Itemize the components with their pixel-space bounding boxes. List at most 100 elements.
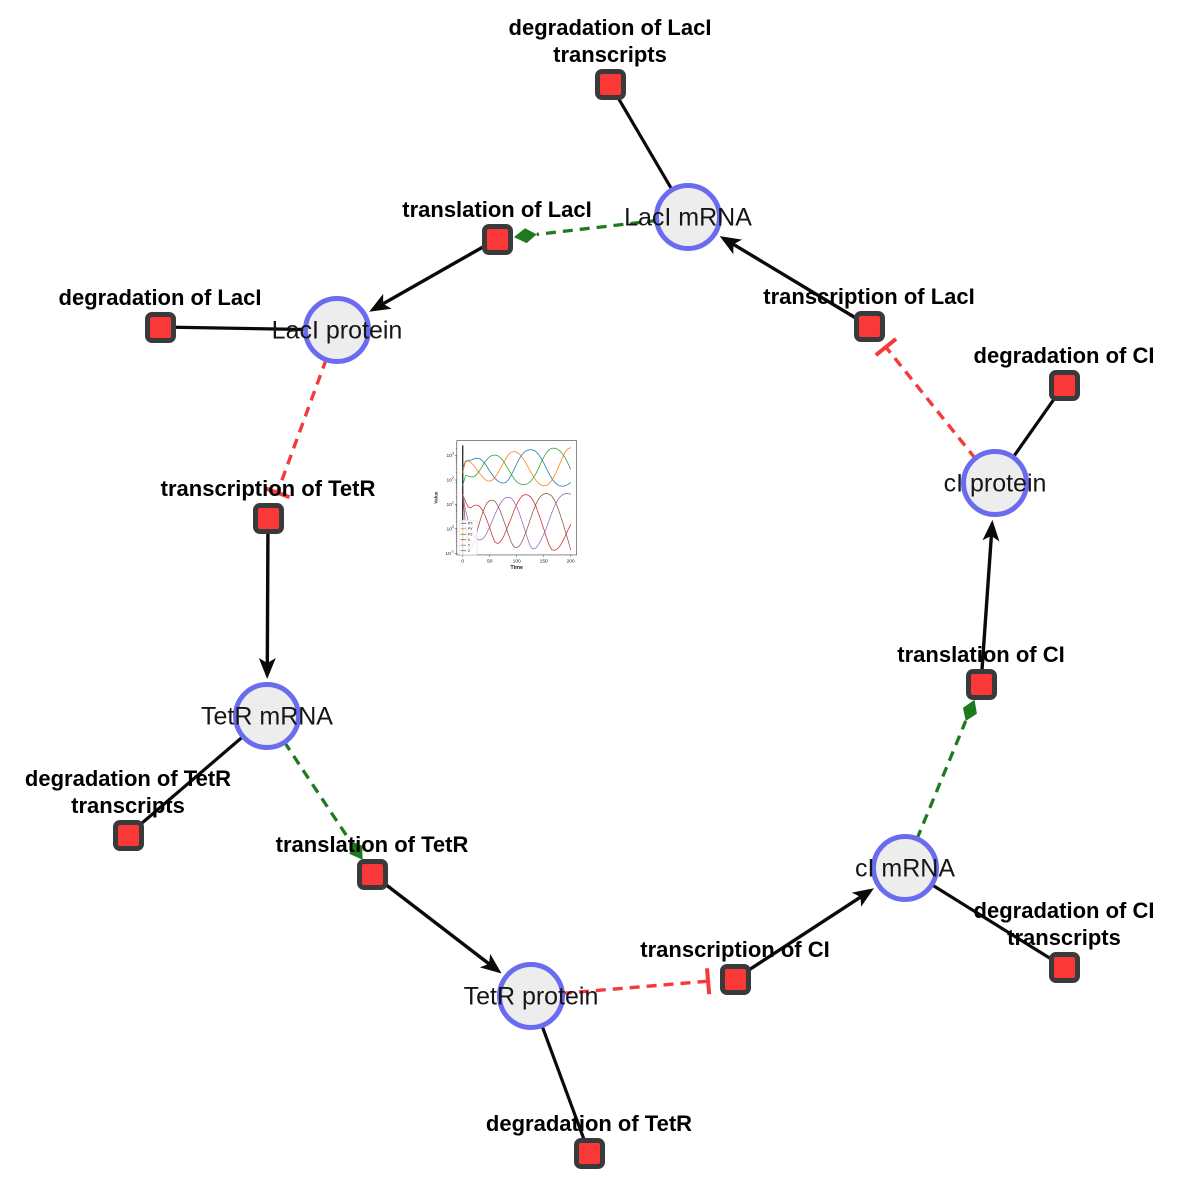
reaction-node-transcription-tetr bbox=[252, 502, 284, 534]
species-node-tetr-mrna bbox=[233, 682, 301, 750]
legend-label-Z: Z bbox=[468, 549, 471, 553]
reaction-label-line: degradation of CI bbox=[973, 898, 1155, 923]
reaction-label-line: transcription of TetR bbox=[160, 476, 376, 501]
reaction-label-transcription-tetr: transcription of TetR bbox=[161, 475, 376, 502]
reaction-node-deg-tetr-transcripts bbox=[112, 819, 144, 851]
species-label-laci-protein: LacI protein bbox=[271, 316, 403, 345]
reaction-label-line: transcripts bbox=[1007, 925, 1121, 950]
arrowhead bbox=[719, 236, 743, 255]
reaction-label-line: degradation of TetR bbox=[24, 766, 232, 791]
x-tick-label: 200 bbox=[567, 559, 575, 565]
legend-label-PZ: PZ bbox=[468, 533, 473, 537]
legend-label-PX: PX bbox=[468, 522, 473, 526]
reaction-label-deg-ci: degradation of CI bbox=[974, 342, 1155, 369]
series-PY-line bbox=[462, 447, 572, 487]
reaction-node-deg-ci-transcripts bbox=[1048, 951, 1080, 983]
reaction-node-deg-laci-transcripts bbox=[594, 68, 626, 100]
reaction-label-translation-tetr: translation of TetR bbox=[276, 831, 469, 858]
edge-modifier-laci-mrna-translation-laci bbox=[536, 218, 658, 237]
reaction-node-translation-tetr bbox=[356, 858, 388, 890]
edge-modifier-tetr-mrna-translation-tetr bbox=[282, 740, 352, 842]
legend-label-PY: PY bbox=[468, 527, 473, 531]
reaction-label-line: transcripts bbox=[553, 42, 667, 67]
modifier-diamond bbox=[349, 840, 363, 860]
x-tick-label: 0 bbox=[461, 559, 464, 565]
reaction-node-transcription-laci bbox=[853, 310, 885, 342]
y-tick-label: 101 bbox=[447, 501, 454, 509]
edge-inhibition-ci-protein-transcription-laci bbox=[884, 346, 977, 460]
x-tick-label: 100 bbox=[513, 559, 521, 565]
reaction-label-deg-ci-transcripts: degradation of CI transcripts bbox=[974, 897, 1155, 951]
reaction-node-transcription-ci bbox=[719, 963, 751, 995]
reaction-label-transcription-laci: transcription of LacI bbox=[763, 283, 974, 310]
species-label-tetr-protein: TetR protein bbox=[463, 982, 599, 1011]
reaction-label-line: translation of LacI bbox=[402, 197, 592, 222]
reaction-node-deg-ci bbox=[1048, 369, 1080, 401]
reaction-node-deg-tetr bbox=[573, 1137, 605, 1169]
arrowhead bbox=[258, 658, 276, 679]
reaction-label-line: degradation of CI bbox=[973, 343, 1155, 368]
species-node-ci-protein bbox=[961, 449, 1029, 517]
reaction-label-translation-laci: translation of LacI bbox=[402, 196, 591, 223]
arrowhead bbox=[851, 888, 874, 907]
reaction-label-line: transcription of CI bbox=[640, 937, 830, 962]
inhibition-tbar bbox=[874, 337, 898, 357]
arrowhead bbox=[479, 953, 502, 974]
reaction-node-deg-laci bbox=[144, 311, 176, 343]
arrowhead bbox=[982, 519, 1000, 542]
species-label-ci-protein: cI protein bbox=[943, 469, 1047, 498]
species-node-tetr-protein bbox=[497, 962, 565, 1030]
edge-modifier-ci-mrna-translation-ci bbox=[915, 720, 968, 840]
species-label-laci-mrna: LacI mRNA bbox=[624, 203, 752, 232]
species-node-laci-protein bbox=[303, 296, 371, 364]
edge-production-translation-laci-laci-protein bbox=[380, 237, 498, 307]
edge-inhibition-tetr-protein-transcription-ci bbox=[561, 979, 709, 996]
reaction-node-translation-ci bbox=[965, 668, 997, 700]
x-tick-label: 150 bbox=[540, 559, 548, 565]
legend-label-Y: Y bbox=[468, 543, 471, 547]
reaction-label-deg-laci: degradation of LacI bbox=[59, 284, 262, 311]
x-axis-title: Time bbox=[510, 565, 523, 571]
reaction-label-line: degradation of LacI bbox=[508, 15, 712, 40]
edge-production-transcription-ci-ci-mrna bbox=[734, 894, 864, 981]
x-tick-label: 50 bbox=[487, 559, 493, 565]
y-tick-label: 10-1 bbox=[445, 549, 454, 557]
reaction-label-transcription-ci: transcription of CI bbox=[640, 936, 829, 963]
inhibition-tbar bbox=[705, 968, 712, 995]
reaction-label-deg-laci-transcripts: degradation of LacI transcripts bbox=[509, 14, 712, 68]
y-axis-title: Value bbox=[434, 491, 439, 504]
reaction-label-line: translation of CI bbox=[897, 642, 1065, 667]
reaction-label-deg-tetr: degradation of TetR bbox=[486, 1110, 692, 1137]
legend-label-X: X bbox=[468, 538, 471, 542]
reaction-label-line: transcripts bbox=[71, 793, 185, 818]
y-tick-label: 102 bbox=[447, 476, 454, 484]
reaction-label-line: degradation of LacI bbox=[58, 285, 262, 310]
series-Y-line bbox=[462, 493, 572, 550]
modifier-diamond bbox=[963, 699, 977, 721]
edge-inhibition-laci-protein-transcription-tetr bbox=[275, 358, 328, 494]
arrowhead bbox=[369, 293, 392, 312]
edge-production-transcription-laci-laci-mrna bbox=[730, 241, 870, 328]
series-Z-line bbox=[462, 493, 572, 551]
reaction-label-translation-ci: translation of CI bbox=[897, 641, 1064, 668]
edge-production-translation-ci-ci-protein bbox=[979, 533, 994, 685]
edge-production-translation-tetr-tetr-protein bbox=[370, 872, 492, 967]
reaction-label-line: translation of TetR bbox=[275, 832, 469, 857]
reaction-label-deg-tetr-transcripts: degradation of TetR transcripts bbox=[25, 765, 231, 819]
inhibition-tbar bbox=[264, 486, 291, 499]
series-PZ-line bbox=[462, 447, 572, 486]
species-label-ci-mrna: cI mRNA bbox=[855, 854, 955, 883]
species-label-tetr-mrna: TetR mRNA bbox=[201, 702, 333, 731]
reaction-label-line: degradation of TetR bbox=[485, 1111, 693, 1136]
species-node-laci-mrna bbox=[654, 183, 722, 251]
modifier-diamond bbox=[513, 228, 537, 244]
reaction-node-translation-laci bbox=[481, 223, 513, 255]
species-node-ci-mrna bbox=[871, 834, 939, 902]
reaction-label-line: transcription of LacI bbox=[763, 284, 975, 309]
y-tick-label: 103 bbox=[447, 452, 454, 460]
inset-chart: 10-1 100 101 102 103 0 50 100 150 200 Time Value PX P… bbox=[424, 436, 770, 758]
series-X-line bbox=[462, 494, 572, 551]
